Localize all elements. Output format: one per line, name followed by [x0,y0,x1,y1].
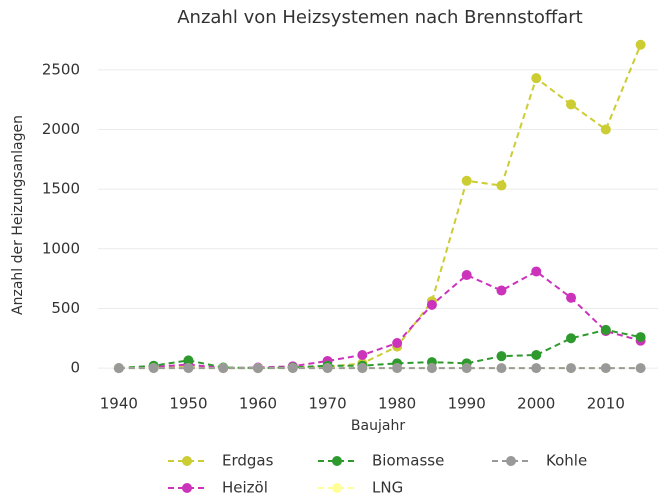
point [566,333,577,344]
x-tick-label: 1980 [378,395,416,413]
point [600,324,611,335]
x-tick-label: 1970 [308,395,346,413]
y-tick-label: 2000 [42,120,80,138]
point [635,39,646,50]
point [253,363,263,374]
point [566,363,577,374]
point [496,180,507,191]
point [531,73,542,84]
x-tick-label: 2010 [587,395,625,413]
point [566,99,577,110]
y-tick-label: 0 [70,359,80,377]
point [531,349,542,360]
point [600,124,611,135]
y-tick-label: 2500 [42,60,80,78]
chart-title: Anzahl von Heizsystemen nach Brennstoffa… [177,7,583,28]
legend-marker [506,456,516,466]
point [531,363,542,374]
legend-label: LNG [372,479,403,497]
point [287,363,298,374]
x-axis-title: Baujahr [351,418,405,434]
point [183,363,194,374]
x-tick-label: 1950 [169,395,207,413]
point [426,363,437,374]
point [392,338,403,349]
point [635,363,646,374]
x-tick-label: 2000 [517,395,555,413]
point [531,266,542,277]
legend-marker [182,483,192,493]
y-tick-label: 500 [51,299,80,317]
point [635,332,646,343]
point [357,363,368,374]
point [148,363,159,374]
legend-label: Kohle [546,452,587,470]
point [183,355,194,366]
legend-label: Biomasse [372,452,444,470]
y-tick-label: 1000 [42,239,80,257]
point [566,292,577,303]
point [496,363,507,374]
point [461,363,472,374]
x-tick-label: 1990 [448,395,486,413]
point [357,349,368,360]
legend-label: Heizöl [222,479,268,497]
point [496,351,507,362]
point [496,285,507,296]
series-line [118,270,641,370]
point [600,363,611,374]
point [426,299,437,310]
point [461,175,472,186]
y-axis-title: Anzahl der Heizungsanlagen [10,115,26,315]
x-tick-label: 1960 [239,395,277,413]
legend-marker [332,456,342,466]
legend-label: Erdgas [222,452,274,470]
point [322,363,333,374]
legend-marker [332,483,342,493]
y-tick-label: 1500 [42,180,80,198]
series-line [118,328,641,370]
point [392,363,403,374]
legend-marker [182,456,192,466]
series-line [118,44,642,370]
point [218,363,229,374]
point [461,270,472,281]
point [113,363,124,374]
x-tick-label: 1940 [100,395,138,413]
